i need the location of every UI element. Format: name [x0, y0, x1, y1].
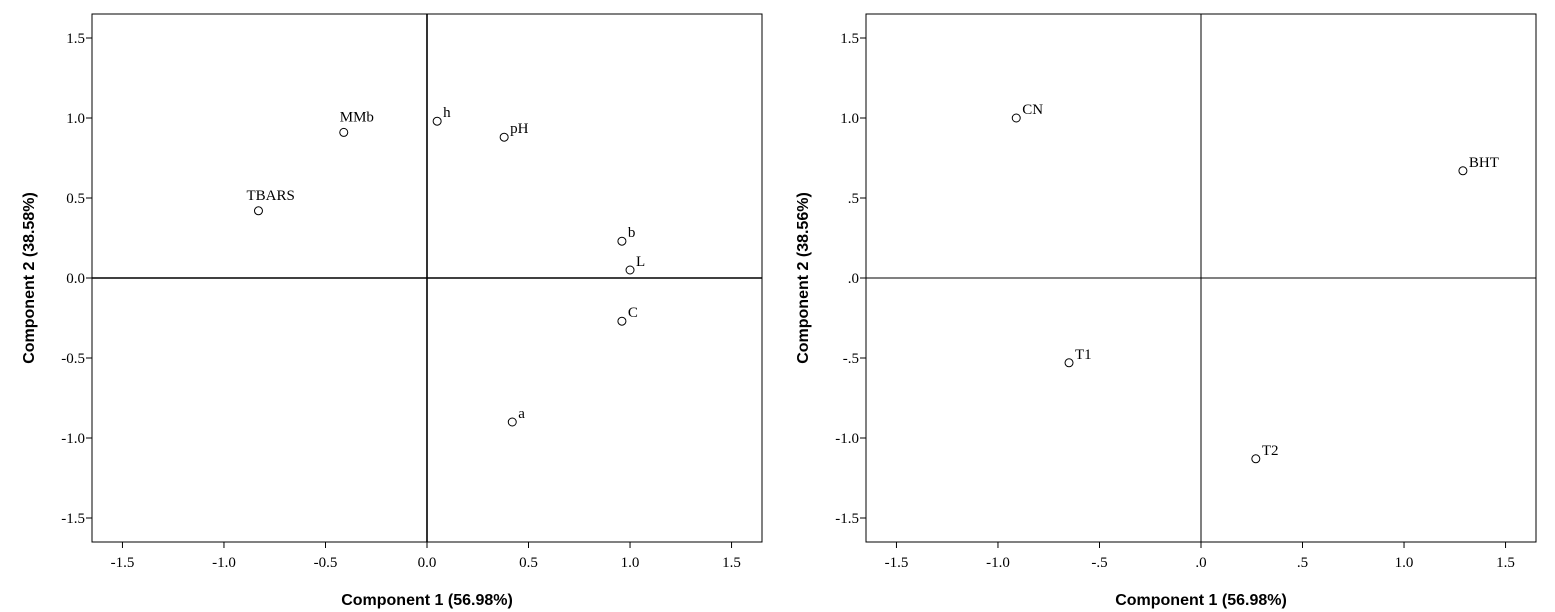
point-label-t1: T1 — [1075, 347, 1092, 363]
y-tick-label: .0 — [848, 271, 859, 287]
x-tick-label: 1.0 — [621, 555, 640, 571]
scatter-point-cn — [1011, 113, 1021, 123]
y-tick-label: 1.5 — [840, 31, 859, 47]
y-tick-label: -0.5 — [61, 351, 85, 367]
scatter-point-bht — [1458, 166, 1468, 176]
point-label-cn: CN — [1022, 102, 1043, 118]
x-tick-label: 1.0 — [1395, 555, 1414, 571]
x-tick-label: -0.5 — [314, 555, 338, 571]
y-tick-label: -1.0 — [61, 431, 85, 447]
y-tick-label: 1.0 — [66, 111, 85, 127]
point-label-a: a — [518, 406, 525, 422]
y-tick-label: 0.5 — [66, 191, 85, 207]
x-tick-label: -1.0 — [212, 555, 236, 571]
point-label-l: L — [636, 254, 645, 270]
x-tick-label: 1.5 — [722, 555, 741, 571]
point-label-tbars: TBARS — [246, 188, 294, 204]
y-tick-label: 0.0 — [66, 271, 85, 287]
point-label-c: C — [628, 305, 638, 321]
x-tick-label: .5 — [1297, 555, 1308, 571]
x-tick-label: -.5 — [1091, 555, 1107, 571]
y-tick-label: 1.5 — [66, 31, 85, 47]
point-label-t2: T2 — [1262, 443, 1279, 459]
scatter-point-c — [617, 316, 627, 326]
point-label-bht: BHT — [1469, 155, 1499, 171]
x-tick-label: -1.5 — [111, 555, 135, 571]
y-tick-label: -1.0 — [835, 431, 859, 447]
scatter-point-mmb — [339, 127, 349, 137]
y-tick-label: .5 — [848, 191, 859, 207]
scatter-point-h — [432, 116, 442, 126]
scores-plot-panel: -1.5 -1.0 -.5 .0 .5 1.0 1.5 1.5 1.0 .5 .0 -.5 -1.0 -1… — [795, 13, 1537, 609]
y-tick-label: 1.0 — [840, 111, 859, 127]
scatter-point-t1 — [1064, 358, 1074, 368]
scatter-point-b — [617, 236, 627, 246]
point-label-b: b — [628, 225, 636, 241]
y-axis-title: Component 2 (38.58%) — [21, 192, 38, 364]
x-tick-label: .0 — [1195, 555, 1206, 571]
scatter-point-ph — [499, 132, 509, 142]
x-tick-label: 0.0 — [418, 555, 437, 571]
scatter-point-l — [625, 265, 635, 275]
y-tick-label: -.5 — [843, 351, 859, 367]
x-axis-title: Component 1 (56.98%) — [341, 592, 513, 609]
y-tick-label: -1.5 — [835, 511, 859, 527]
x-tick-label: -1.0 — [986, 555, 1010, 571]
point-label-h: h — [443, 105, 451, 121]
scatter-point-a — [507, 417, 517, 427]
point-label-mmb: MMb — [340, 109, 374, 125]
x-tick-label: -1.5 — [885, 555, 909, 571]
y-tick-label: -1.5 — [61, 511, 85, 527]
point-label-ph: pH — [510, 121, 528, 137]
x-tick-label: 0.5 — [519, 555, 538, 571]
scatter-point-tbars — [253, 206, 263, 216]
y-axis-title: Component 2 (38.56%) — [795, 192, 812, 364]
loadings-plot-panel: -1.5 -1.0 -0.5 0.0 0.5 1.0 1.5 1.5 1.0 0.5 0.0 -0.5… — [21, 13, 763, 609]
x-axis-title: Component 1 (56.98%) — [1115, 592, 1287, 609]
scatter-point-t2 — [1251, 454, 1261, 464]
x-tick-label: 1.5 — [1496, 555, 1515, 571]
